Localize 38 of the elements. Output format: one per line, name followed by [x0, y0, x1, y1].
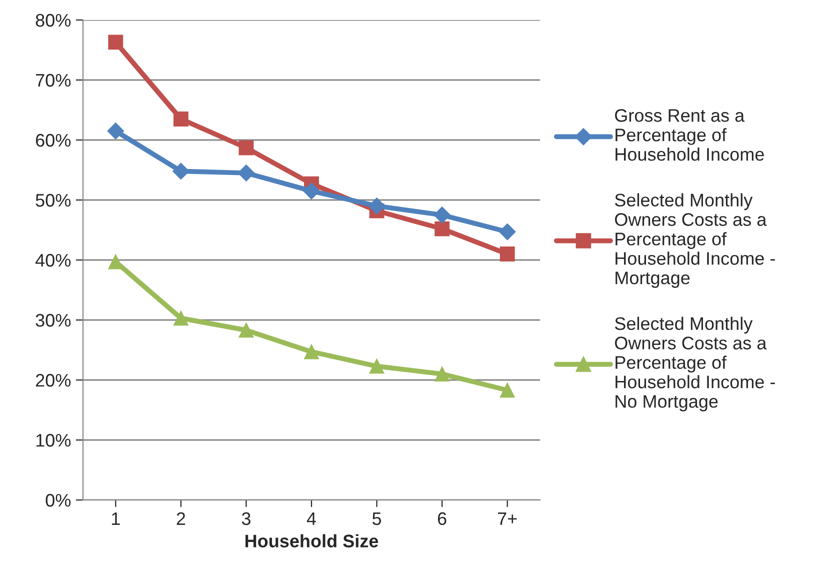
point: [500, 246, 515, 262]
x-tick-label: 7+: [498, 512, 517, 525]
point: [238, 140, 254, 156]
point: [434, 366, 450, 382]
point: [108, 34, 124, 50]
point: [107, 122, 124, 140]
point: [434, 221, 450, 236]
point: [238, 164, 255, 182]
x-tick-label: 3: [242, 512, 250, 526]
y-tick-label: 0%: [46, 494, 71, 507]
y-tick-label: 10%: [36, 434, 71, 447]
y-tick-label: 80%: [36, 14, 71, 27]
x-tick-label: 2: [176, 512, 186, 525]
point: [500, 382, 515, 398]
point: [498, 223, 516, 240]
point: [369, 358, 384, 374]
y-tick-label: 60%: [36, 134, 71, 147]
point: [304, 344, 319, 360]
x-tick-label: 5: [372, 512, 382, 526]
x-tick-label: 6: [438, 512, 446, 526]
y-tick-label: 40%: [35, 254, 71, 267]
point: [238, 322, 254, 338]
point: [172, 162, 190, 180]
x-axis-title: Household Size: [245, 534, 378, 548]
legend-label: Selected Monthly Owners Costs as a Percentage of Household Income - Mortgage: [614, 193, 775, 288]
legend-label: Gross Rent as a Percentage of Household Income: [615, 109, 764, 161]
point: [173, 310, 188, 326]
y-tick-label: 20%: [36, 374, 71, 387]
point: [434, 206, 450, 224]
y-tick-label: 70%: [36, 74, 71, 87]
x-tick-label: 1: [112, 512, 120, 525]
y-tick-label: 30%: [36, 314, 71, 327]
point: [173, 112, 188, 126]
point: [368, 198, 386, 214]
point: [303, 182, 320, 200]
x-tick-label: 4: [306, 512, 316, 525]
legend-label: Selected Monthly Owners Costs as a Percentage of Household Income - No Mortgage: [614, 316, 775, 412]
y-tick-label: 50%: [36, 194, 71, 207]
